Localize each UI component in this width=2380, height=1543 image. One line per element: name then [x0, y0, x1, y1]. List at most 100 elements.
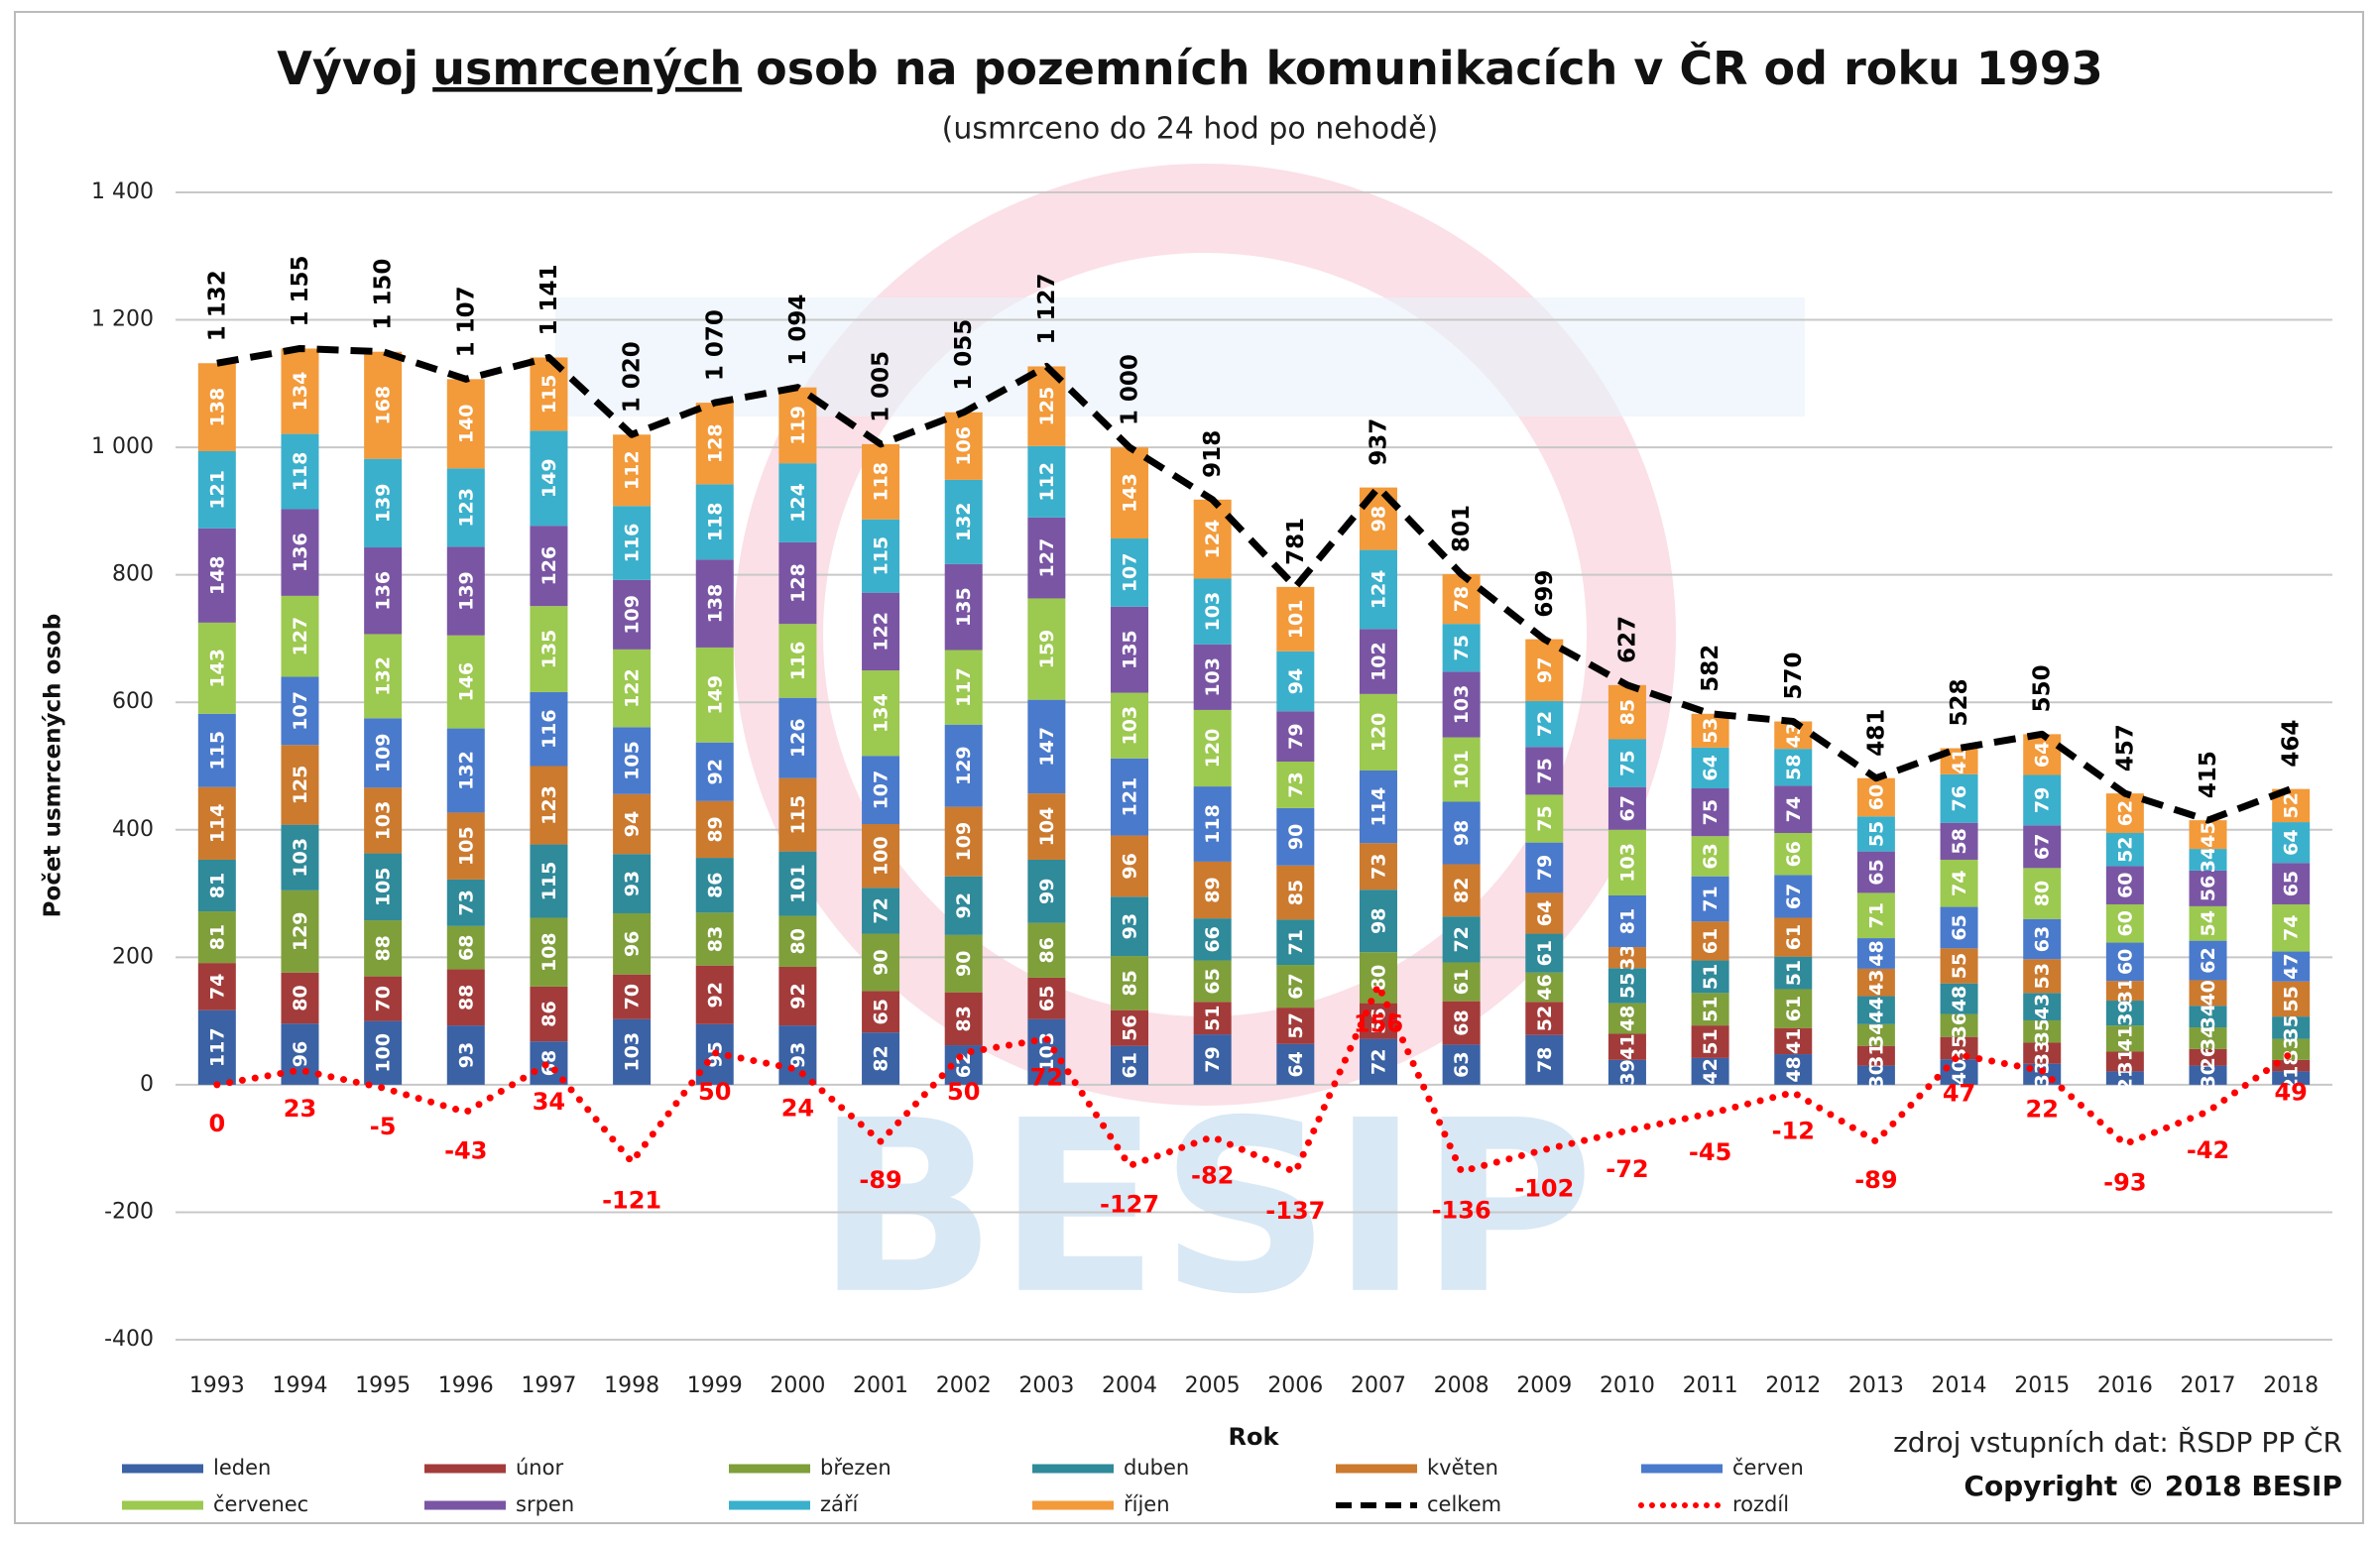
- bar-segment: [2105, 1051, 2144, 1072]
- segment-label: 78: [1534, 1047, 1556, 1073]
- segment-label: 57: [1285, 1012, 1307, 1038]
- legend-label: duben: [1124, 1456, 1189, 1480]
- segment-label: 80: [1368, 965, 1389, 991]
- bar-segment: [2272, 951, 2311, 982]
- segment-label: 149: [704, 675, 726, 715]
- x-tick-label: 2015: [2014, 1373, 2070, 1398]
- segment-label: 66: [1783, 841, 1805, 867]
- bar-segment: [1276, 651, 1315, 712]
- bar-segment: [2272, 1071, 2311, 1085]
- bar-segment: [778, 1025, 817, 1085]
- data-label: -72: [1606, 1155, 1648, 1183]
- data-label: 1 107: [453, 286, 479, 357]
- bar-segment: [2189, 1065, 2227, 1085]
- segment-label: 106: [953, 426, 975, 466]
- bar-segment: [1774, 749, 1813, 786]
- bar-segment: [197, 528, 236, 623]
- segment-label: 99: [1036, 879, 1058, 904]
- segment-label: 103: [1036, 1032, 1058, 1072]
- segment-label: 93: [622, 871, 644, 896]
- segment-label: 72: [1451, 926, 1473, 952]
- bar-segment: [1442, 624, 1481, 672]
- segment-label: 35: [2281, 1014, 2303, 1040]
- data-label: 156: [1354, 1010, 1403, 1038]
- segment-label: 93: [455, 1042, 477, 1068]
- data-label: 50: [947, 1078, 980, 1106]
- segment-label: 62: [2198, 947, 2219, 973]
- segment-label: 43: [2032, 994, 2054, 1019]
- bar-segment: [2023, 959, 2062, 994]
- segment-label: 75: [1534, 805, 1556, 831]
- bar-segment: [1940, 1059, 1978, 1085]
- segment-label: 36: [1949, 1012, 1970, 1038]
- bar-segment: [2189, 940, 2227, 981]
- segment-label: 103: [290, 838, 311, 878]
- segment-label: 93: [787, 1042, 809, 1068]
- segment-label: 134: [290, 372, 311, 412]
- segment-label: 39: [1616, 1059, 1638, 1085]
- title-part: Vývoj: [277, 42, 418, 95]
- segment-label: 48: [1783, 1056, 1805, 1082]
- segment-label: 51: [1202, 1005, 1224, 1030]
- title-part: usmrcených: [432, 42, 742, 95]
- segment-label: 135: [1120, 630, 1141, 669]
- segment-label: 48: [1865, 940, 1887, 966]
- bar-segment: [281, 972, 319, 1024]
- x-tick-label: 2001: [853, 1373, 908, 1398]
- segment-label: 66: [1202, 926, 1224, 952]
- bar-segment: [613, 912, 652, 975]
- data-label: 550: [2030, 664, 2056, 712]
- segment-label: 63: [2032, 926, 2054, 952]
- segment-label: 140: [455, 404, 477, 443]
- data-label: 699: [1532, 570, 1558, 618]
- segment-label: 101: [1285, 600, 1307, 640]
- segment-label: 61: [1783, 996, 1805, 1021]
- bar-segment: [613, 579, 652, 650]
- x-tick-label: 2009: [1516, 1373, 1572, 1398]
- bar-segment: [364, 547, 403, 635]
- bar-segment: [2105, 942, 2144, 982]
- bar-segment: [1193, 786, 1232, 862]
- segment-label: 115: [206, 731, 228, 771]
- y-tick-label: 800: [112, 562, 154, 587]
- segment-label: 65: [871, 999, 892, 1024]
- bar-segment: [2272, 822, 2311, 864]
- segment-label: 98: [1368, 907, 1389, 933]
- bar-segment: [530, 691, 568, 767]
- bar-segment: [862, 991, 900, 1033]
- segment-label: 118: [290, 452, 311, 492]
- bar-segment: [862, 756, 900, 824]
- segment-label: 60: [2114, 872, 2136, 897]
- bar-segment: [281, 433, 319, 510]
- bar-segment: [1940, 859, 1978, 907]
- bar-segment: [2105, 1001, 2144, 1026]
- segment-label: 105: [622, 741, 644, 780]
- segment-label: 62: [953, 1052, 975, 1078]
- y-tick-label: -400: [104, 1327, 154, 1352]
- bar-segment: [1193, 1034, 1232, 1085]
- bar-segment: [1027, 793, 1066, 860]
- bar-segment: [1691, 713, 1729, 748]
- bar-segment: [1691, 876, 1729, 922]
- data-label: 23: [284, 1095, 316, 1123]
- bar-segment: [530, 430, 568, 527]
- bar-segment: [778, 463, 817, 542]
- data-label: 627: [1614, 616, 1640, 663]
- segment-label: 86: [1036, 937, 1058, 963]
- x-tick-label: 1999: [687, 1373, 743, 1398]
- segment-label: 96: [1120, 853, 1141, 879]
- y-tick-label: 400: [112, 817, 154, 842]
- bar-segment: [1193, 578, 1232, 645]
- segment-label: 146: [455, 662, 477, 702]
- bar-segment: [1193, 861, 1232, 919]
- segment-label: 116: [622, 524, 644, 563]
- x-tick-label: 1998: [604, 1373, 659, 1398]
- copyright: Copyright © 2018 BESIP: [1964, 1470, 2342, 1502]
- y-tick-label: 1 000: [91, 434, 154, 459]
- bar-segment: [2023, 825, 2062, 869]
- bar-segment: [778, 966, 817, 1026]
- segment-label: 42: [1700, 1058, 1722, 1084]
- bar-segment: [364, 1020, 403, 1085]
- data-label: 415: [2196, 751, 2221, 798]
- bar-segment: [1691, 960, 1729, 994]
